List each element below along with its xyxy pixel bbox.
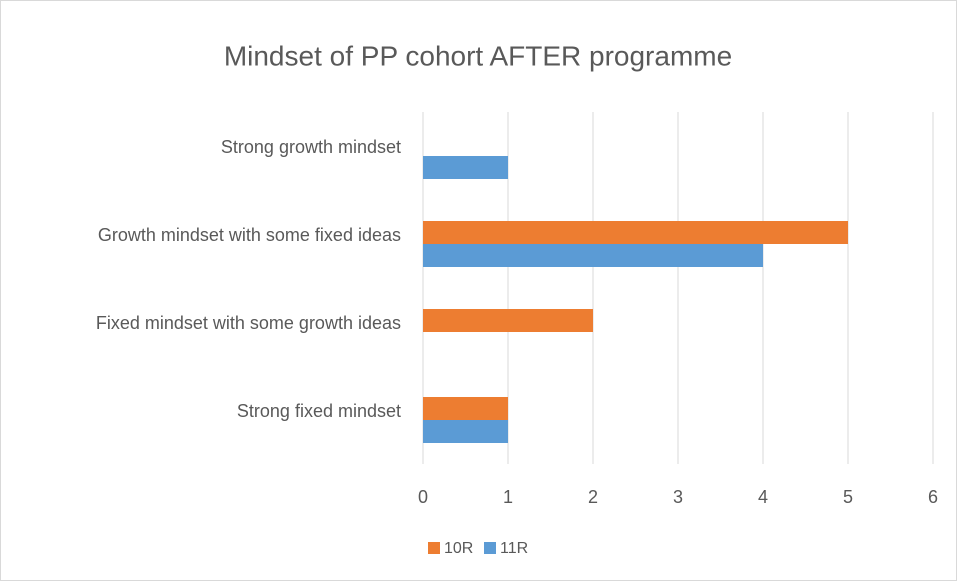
bar [423,244,763,267]
legend-label: 11R [500,540,528,557]
legend-label: 10R [444,540,473,557]
x-tick-label: 4 [758,487,768,507]
legend-swatch [484,542,496,554]
x-tick-label: 1 [503,487,513,507]
y-tick-label: Strong fixed mindset [237,401,401,421]
legend-swatch [428,542,440,554]
bar [423,221,848,244]
x-tick-label: 3 [673,487,683,507]
y-tick-label: Growth mindset with some fixed ideas [98,225,401,245]
x-tick-label: 0 [418,487,428,507]
bar [423,156,508,179]
x-tick-label: 6 [928,487,938,507]
y-tick-label: Fixed mindset with some growth ideas [96,313,401,333]
x-tick-label: 5 [843,487,853,507]
y-tick-label: Strong growth mindset [221,137,401,157]
bar [423,420,508,443]
bar [423,309,593,332]
bar [423,397,508,420]
chart-title: Mindset of PP cohort AFTER programme [224,40,732,71]
x-tick-label: 2 [588,487,598,507]
